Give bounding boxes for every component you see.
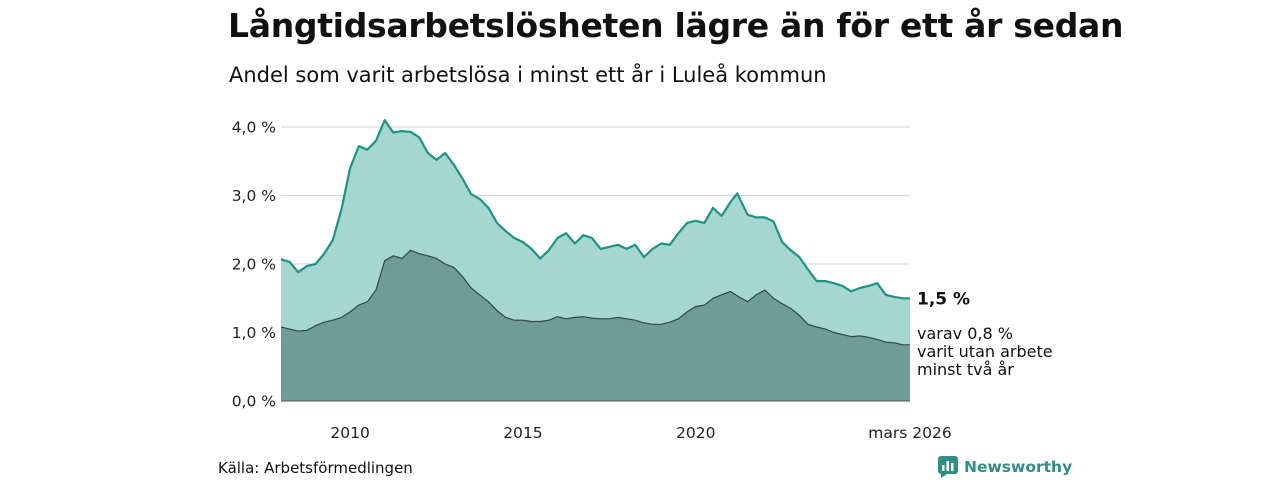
last-value-label: 1,5 % xyxy=(917,289,970,309)
secondary-label-line-2: varit utan arbete xyxy=(917,342,1053,361)
newsworthy-logo-icon xyxy=(938,456,958,478)
secondary-label-line-3: minst två år xyxy=(917,360,1014,379)
secondary-label-line-1: varav 0,8 % xyxy=(917,324,1013,343)
brand-logo[interactable]: Newsworthy xyxy=(938,456,1072,478)
x-tick-label: 2015 xyxy=(503,424,542,442)
x-tick-label: 2020 xyxy=(676,424,715,442)
series-upper-line xyxy=(280,119,910,300)
y-tick-label: 2,0 % xyxy=(232,256,276,274)
brand-name: Newsworthy xyxy=(964,458,1073,476)
series-lower-line xyxy=(280,249,910,346)
chart-subtitle: Andel som varit arbetslösa i minst ett å… xyxy=(229,63,827,87)
x-tick-label: 2010 xyxy=(330,424,369,442)
chart-title: Långtidsarbetslösheten lägre än för ett … xyxy=(228,6,1124,45)
area-layer xyxy=(280,119,910,402)
label-layer: 1,5 % varav 0,8 % varit utan arbete mins… xyxy=(917,289,1053,379)
y-tick-label: 1,0 % xyxy=(232,324,276,342)
series-lower-area xyxy=(281,250,910,401)
x-tick-label: mars 2026 xyxy=(868,424,951,442)
y-tick-label: 0,0 % xyxy=(232,393,276,411)
y-tick-label: 3,0 % xyxy=(232,187,276,205)
axis-layer: 0,0 % 1,0 % 2,0 % 3,0 % 4,0 % 2010 2015 2020 mar… xyxy=(232,119,952,443)
y-tick-label: 4,0 % xyxy=(232,119,276,137)
source-note: Källa: Arbetsförmedlingen xyxy=(218,459,413,477)
